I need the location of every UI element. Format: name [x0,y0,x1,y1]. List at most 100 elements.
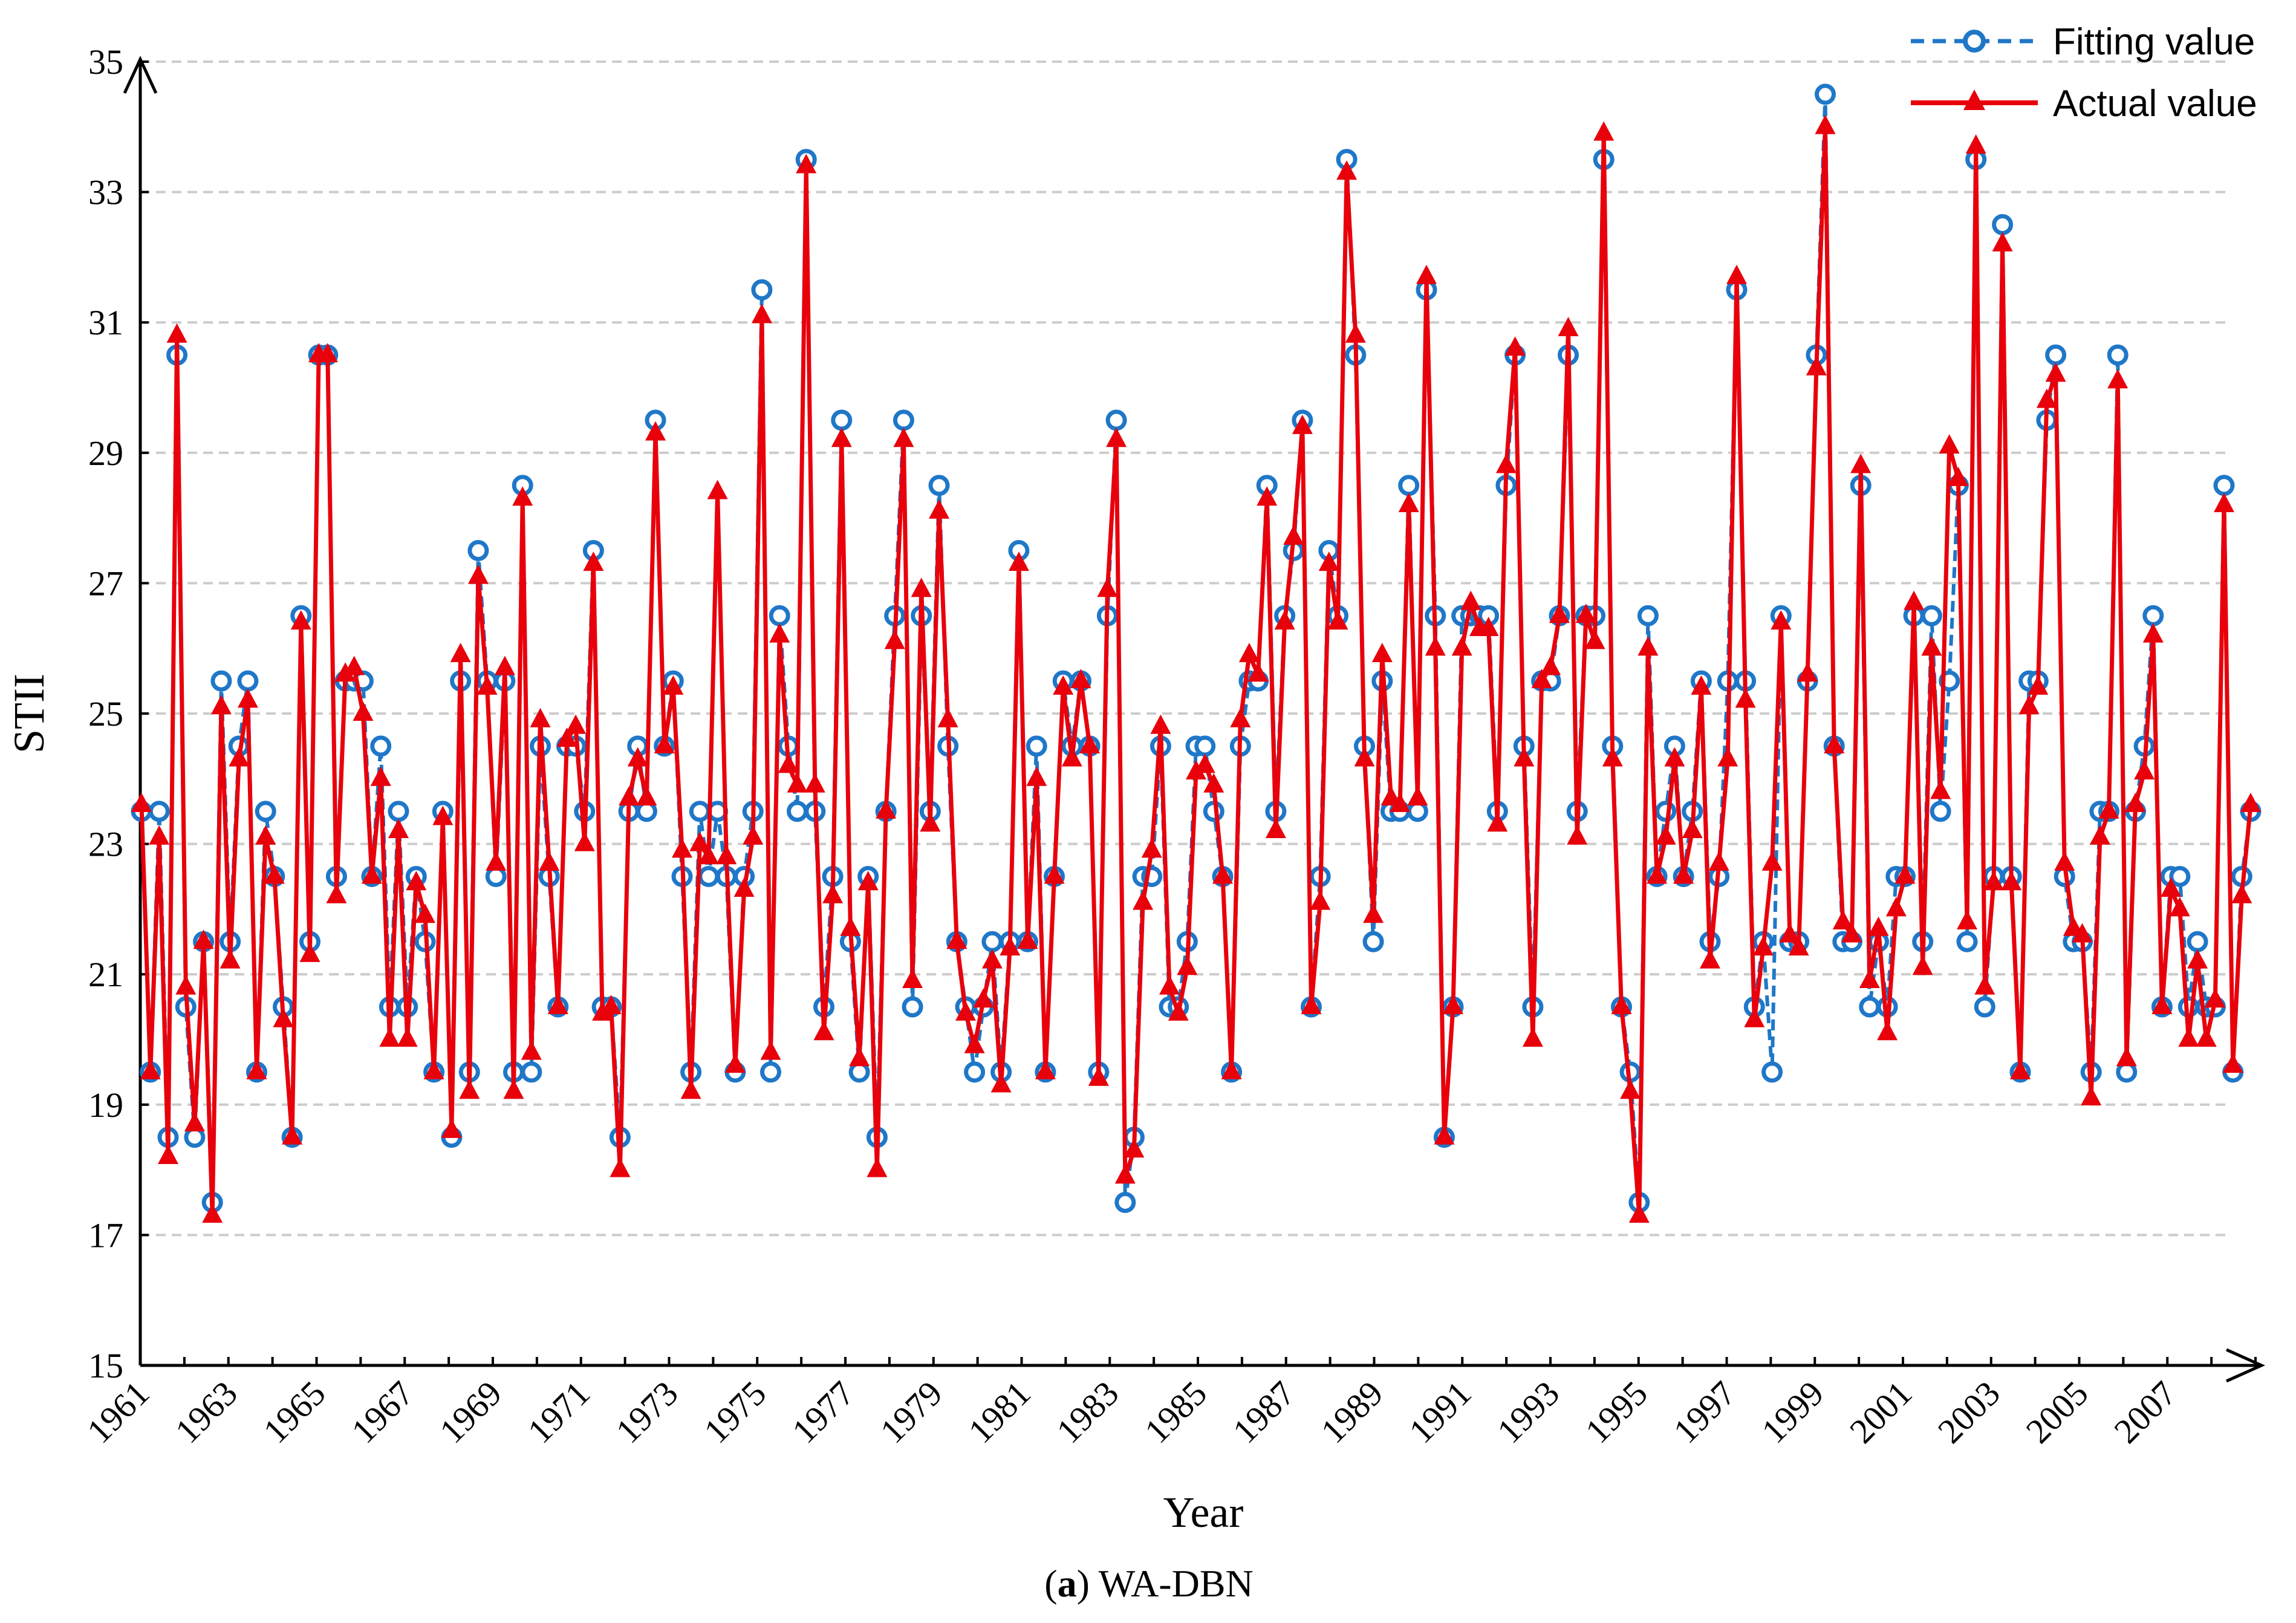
actual-point [1398,493,1419,512]
actual-point [1974,975,1995,995]
actual-point [1434,1125,1455,1145]
actual-point [2098,799,2119,819]
actual-point [1682,819,1703,838]
actual-point [1912,955,1933,975]
y-tick-label: 35 [88,42,123,82]
y-axis-arrow [123,56,158,94]
actual-point [778,753,799,773]
actual-point [1779,923,1800,943]
actual-point [574,831,595,851]
actual-point [751,304,772,324]
x-tick-label: 1991 [1401,1373,1478,1451]
actual-point [1318,551,1339,571]
actual-point [1310,890,1331,910]
actual-point [1850,454,1872,473]
actual-point [1549,603,1570,623]
actual-point [1257,486,1278,506]
actual-point [1761,851,1783,871]
actual-point [1026,766,1047,786]
actual-point [273,1007,294,1027]
x-tick-label: 1989 [1313,1373,1391,1451]
fitting-point [2187,931,2208,952]
actual-point [2054,851,2075,871]
actual-point [290,610,311,630]
actual-point [432,805,454,825]
actual-point [1159,975,1180,995]
actual-point [902,969,923,988]
actual-point [237,688,258,708]
actual-point [1327,610,1348,630]
actual-point [955,1001,976,1021]
fitting-point [928,475,950,496]
actual-point [184,1112,205,1132]
actual-point [857,871,879,891]
actual-point [1292,414,1313,434]
actual-point [2178,1027,2199,1047]
actual-point [1752,936,1774,956]
x-tick-label: 1973 [608,1373,686,1451]
actual-point [1584,629,1605,649]
actual-point [494,655,515,675]
fitting-point [1362,931,1384,952]
actual-point [1797,662,1818,682]
actual-point [282,1125,303,1145]
actual-point [539,851,560,871]
y-tick-label: 33 [88,173,123,212]
actual-point [2169,897,2190,917]
actual-point [920,812,941,832]
actual-point [672,838,692,858]
fitting-point [1930,801,1951,822]
actual-point [1885,897,1907,917]
y-tick-label: 17 [88,1215,123,1255]
actual-point [521,1040,542,1060]
actual-point [1460,590,1481,610]
actual-point [1700,949,1720,969]
actual-point [1124,1138,1145,1158]
actual-point [317,343,338,363]
fitting-point [902,996,923,1018]
y-tick-label: 31 [88,303,123,342]
actual-point [1451,636,1472,656]
x-tick-label: 2007 [2106,1373,2184,1451]
actual-point [1637,636,1659,656]
x-tick-label: 1971 [520,1373,597,1451]
actual-point [2125,792,2146,812]
actual-point [1035,1059,1056,1079]
x-tick-label: 1995 [1578,1373,1655,1451]
actual-point [1407,786,1428,806]
actual-point [1097,577,1118,597]
actual-point [600,995,622,1015]
actual-point [423,1059,444,1079]
actual-point [229,747,250,767]
x-tick-label: 1969 [432,1373,509,1451]
actual-point [1106,428,1127,447]
y-tick-label: 19 [88,1085,123,1125]
actual-point [175,975,197,995]
fitting-point [2142,605,2164,626]
actual-point [893,428,914,447]
actual-point [654,733,675,753]
fitting-point [1920,605,1942,626]
actual-point [1647,864,1668,884]
actual-point [1593,121,1615,141]
actual-point [1354,747,1375,767]
actual-point [1957,910,1977,929]
actual-point [210,695,232,715]
actual-point [1301,995,1322,1015]
y-tick-labels: 15 17 19 21 23 25 27 29 31 33 35 [88,42,123,1385]
actual-point [246,1059,267,1079]
fitting-point [1956,931,1978,952]
actual-point [166,323,187,343]
actual-point [1859,969,1880,988]
actual-point [1522,1027,1543,1047]
fitting-point [831,409,853,431]
fitting-point [2107,344,2129,366]
gridlines [140,60,2231,1237]
actual-point [353,701,374,721]
actual-point [884,629,905,649]
actual-point [698,845,719,865]
actual-point [1079,733,1101,753]
fitting-point [981,931,1003,952]
fitting-point [521,1061,542,1083]
actual-point [1664,747,1685,767]
